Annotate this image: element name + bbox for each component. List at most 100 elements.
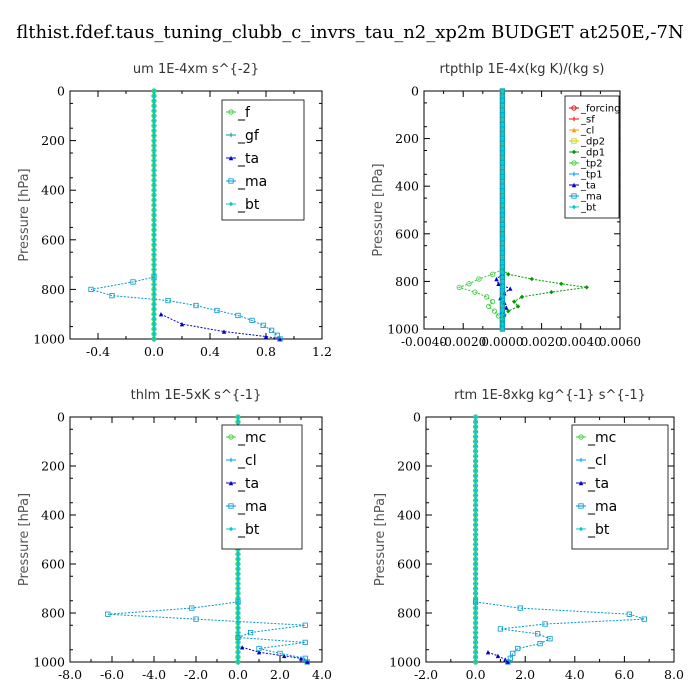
data-point xyxy=(473,625,478,630)
data-point xyxy=(484,294,490,300)
legend-entry: _dp2 xyxy=(580,137,605,148)
data-point xyxy=(500,174,505,179)
data-point xyxy=(500,241,505,246)
legend-entry: _ta xyxy=(587,476,609,492)
data-point xyxy=(109,292,115,299)
data-point xyxy=(500,160,505,165)
data-point xyxy=(473,620,478,625)
data-point xyxy=(500,250,505,256)
x-tick-label: -2.0 xyxy=(184,667,208,682)
legend-entry: _bt xyxy=(580,203,596,214)
data-point xyxy=(500,255,505,260)
data-point xyxy=(473,419,478,425)
data-point xyxy=(256,650,262,655)
y-tick-label: 600 xyxy=(395,226,419,241)
data-point xyxy=(500,226,505,232)
data-point xyxy=(500,145,505,151)
legend-marker xyxy=(571,193,577,199)
data-point xyxy=(500,236,505,241)
data-point xyxy=(500,207,505,213)
data-point xyxy=(473,635,478,640)
data-point xyxy=(151,272,157,277)
legend-box xyxy=(564,95,620,219)
data-point xyxy=(235,556,241,562)
data-point xyxy=(500,188,505,194)
data-point xyxy=(235,605,241,611)
data-point xyxy=(151,307,157,312)
data-point xyxy=(489,299,496,305)
data-point xyxy=(151,267,157,272)
data-point xyxy=(500,231,505,236)
data-point xyxy=(500,103,505,108)
legend-entry: _bt xyxy=(237,522,260,538)
data-point xyxy=(473,527,478,532)
data-point xyxy=(473,615,478,621)
data-point xyxy=(473,566,478,572)
data-point xyxy=(500,112,505,117)
y-tick-label: 200 xyxy=(395,131,419,146)
data-point xyxy=(235,654,241,660)
y-axis-label: Pressure [hPa] xyxy=(17,493,32,586)
data-point xyxy=(537,641,543,647)
data-point xyxy=(473,493,478,498)
x-tick-label: 0.0040 xyxy=(560,335,602,349)
data-point xyxy=(495,313,502,319)
y-tick-label: 800 xyxy=(395,274,419,289)
data-point xyxy=(500,298,505,303)
legend-marker xyxy=(571,116,577,122)
legend-marker xyxy=(228,526,234,532)
legend-marker xyxy=(228,480,234,486)
data-point xyxy=(500,155,505,160)
x-tick-label: 0.0020 xyxy=(521,335,563,349)
data-point xyxy=(151,128,157,133)
legend-entry: _bt xyxy=(587,522,610,538)
legend-marker xyxy=(571,105,577,111)
legend-marker xyxy=(228,178,234,184)
legend-entry: _bt xyxy=(237,197,260,213)
data-point xyxy=(151,192,157,198)
figure-title: flthist.fdef.taus_tuning_clubb_c_invrs_t… xyxy=(16,22,683,43)
data-point xyxy=(500,217,505,222)
data-point xyxy=(151,316,157,322)
data-point xyxy=(500,322,505,327)
data-point xyxy=(473,478,478,483)
legend-entry: _mc xyxy=(237,430,266,446)
legend-entry: _dp1 xyxy=(580,148,605,159)
data-point xyxy=(235,640,241,645)
data-point xyxy=(500,122,505,127)
data-point xyxy=(235,625,241,630)
legend-marker xyxy=(578,526,584,532)
data-point xyxy=(500,274,505,279)
data-point xyxy=(473,601,478,606)
data-point xyxy=(151,312,157,317)
data-point xyxy=(473,532,478,537)
series-ma xyxy=(88,274,283,342)
legend-entry: _ta xyxy=(580,181,596,192)
data-point xyxy=(500,312,505,317)
data-point xyxy=(529,276,534,282)
panel-title: thlm 1E-5xK s^{-1} xyxy=(131,388,262,403)
data-point xyxy=(486,303,492,309)
data-point xyxy=(500,193,505,198)
data-point xyxy=(235,645,241,650)
data-point xyxy=(473,571,478,576)
legend-box xyxy=(221,424,303,550)
legend-entry: _mc xyxy=(587,430,616,446)
legend-marker xyxy=(571,160,577,166)
data-point xyxy=(151,153,157,158)
series-line xyxy=(90,276,281,340)
data-point xyxy=(473,561,478,567)
legend-marker xyxy=(571,204,577,210)
data-point xyxy=(515,645,521,652)
data-point xyxy=(151,123,157,128)
y-tick-label: 800 xyxy=(41,282,65,297)
data-point xyxy=(235,591,241,596)
data-point xyxy=(626,611,632,617)
data-point xyxy=(476,276,482,282)
data-point xyxy=(473,498,478,503)
legend-entry: _cl xyxy=(580,126,594,137)
legend: _mc _cl _ta _ma _bt xyxy=(221,424,303,550)
data-point xyxy=(473,429,478,434)
data-point xyxy=(473,596,478,601)
data-point xyxy=(473,507,478,513)
